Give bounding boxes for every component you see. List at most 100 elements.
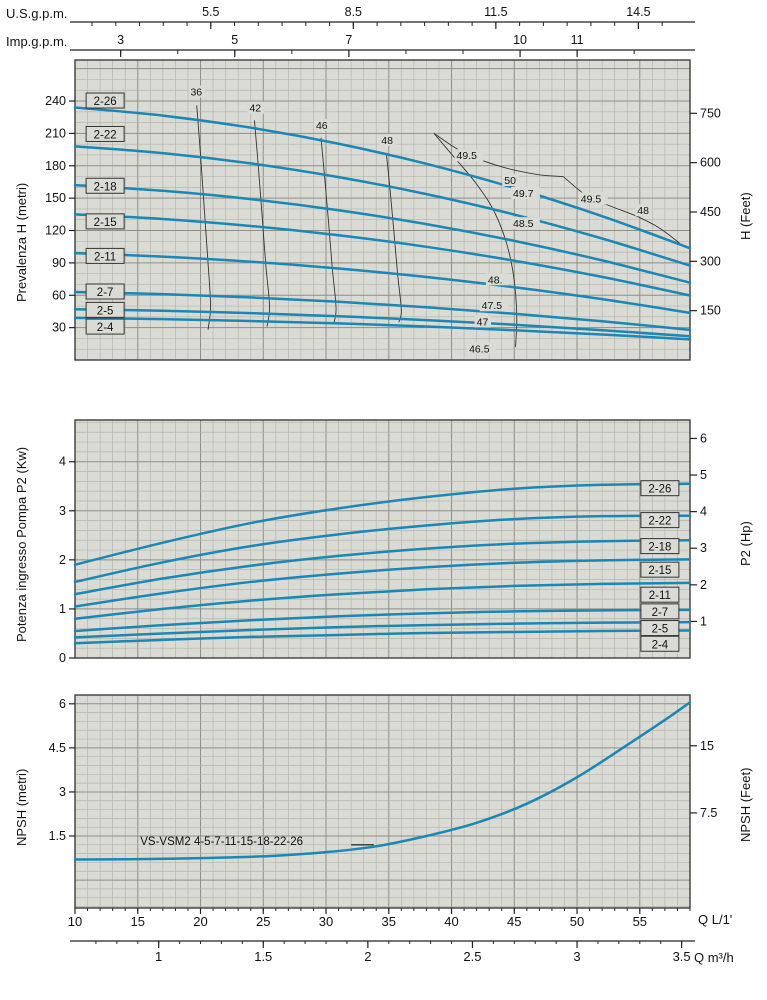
series-label-box <box>640 635 680 652</box>
tick-label: 10 <box>513 33 527 47</box>
tick-label: 30 <box>319 914 333 929</box>
series-label-box <box>640 603 680 620</box>
tick-label: 4.5 <box>49 741 66 755</box>
tick-label: 750 <box>700 106 721 120</box>
curve-2-15 <box>73 213 692 297</box>
tick-label: 6 <box>59 697 66 711</box>
efficiency-line <box>433 133 564 177</box>
power-chart: 0 1 2 3 4 1 2 3 4 5 6 2-26 2-22 2-18 2-15 2-11 2-7 2-5 2-4 <box>59 419 707 665</box>
tick-label: 4 <box>700 505 707 519</box>
series-label-box <box>640 586 680 603</box>
tick-label: 120 <box>45 224 66 238</box>
curve-2-26 <box>73 482 692 567</box>
tick-label: 35 <box>382 914 396 929</box>
series-label-2-11: 2-11 <box>649 590 671 602</box>
efficiency-label: 48.5 <box>513 218 534 230</box>
efficiency-label: 36 <box>190 87 202 99</box>
series-label-box <box>85 177 125 194</box>
tick-label: 30 <box>52 321 66 335</box>
tick-label: 3 <box>117 33 124 47</box>
tick-label: 25 <box>256 914 270 929</box>
series-label-2-22: 2-22 <box>94 129 117 141</box>
series-label-box <box>85 125 125 142</box>
curve-2-22 <box>73 514 692 584</box>
tick-label: 3 <box>573 949 580 964</box>
power-hp-axis-title: P2 (Hp) <box>738 521 753 566</box>
head-plot-border <box>74 59 691 361</box>
curve-2-5 <box>73 620 692 639</box>
head-feet-axis-title: H (Feet) <box>738 192 753 240</box>
curve-2-7 <box>73 290 692 332</box>
tick-label: 600 <box>700 156 721 170</box>
tick-label: 8.5 <box>345 5 362 19</box>
tick-label: 1 <box>700 614 707 628</box>
series-label-2-26: 2-26 <box>94 96 117 108</box>
tick-label: 90 <box>52 256 66 270</box>
head-y-axis-title: Prevalenza H (metri) <box>14 182 29 302</box>
curve-2-11 <box>73 581 692 620</box>
series-label-2-11: 2-11 <box>94 251 116 263</box>
series-label-box <box>85 247 125 264</box>
series-label-2-18: 2-18 <box>648 542 671 554</box>
tick-label: 3 <box>700 541 707 555</box>
efficiency-label: 46.5 <box>469 343 490 355</box>
curve-2-18 <box>73 538 692 596</box>
efficiency-label: 42 <box>249 103 261 115</box>
tick-label: 1 <box>59 602 66 616</box>
curve-2-15 <box>73 558 692 608</box>
efficiency-label: 49.7 <box>513 188 534 200</box>
series-label-2-15: 2-15 <box>648 565 671 577</box>
efficiency-label: 48. <box>488 274 503 286</box>
tick-label: 450 <box>700 205 721 219</box>
q-m3h-axis-title: Q m³/h <box>694 950 734 965</box>
tick-label: 40 <box>444 914 458 929</box>
us-gpm-axis-title: U.S.g.p.m. <box>6 6 68 21</box>
curve-2-7 <box>73 608 692 633</box>
tick-label: 4 <box>59 455 66 469</box>
series-label-2-7: 2-7 <box>652 607 669 619</box>
tick-label: 2 <box>700 578 707 592</box>
tick-label: 240 <box>45 94 66 108</box>
tick-label: 50 <box>570 914 584 929</box>
efficiency-label: 49.5 <box>457 150 478 162</box>
series-label-2-5: 2-5 <box>97 305 114 317</box>
tick-label: 150 <box>700 304 721 318</box>
efficiency-label: 48 <box>381 135 393 147</box>
series-label-2-5: 2-5 <box>652 624 669 636</box>
tick-label: 15 <box>700 739 714 753</box>
tick-label: 300 <box>700 254 721 268</box>
tick-label: 11 <box>571 33 584 47</box>
head-plot-area <box>75 60 690 360</box>
efficiency-label: 48 <box>637 205 649 217</box>
series-label-2-4: 2-4 <box>97 322 114 334</box>
series-label-box <box>640 620 680 637</box>
tick-label: 60 <box>52 288 66 302</box>
tick-label: 2 <box>364 949 371 964</box>
tick-label: 45 <box>507 914 521 929</box>
tick-label: 14.5 <box>626 5 650 19</box>
tick-label: 3 <box>59 504 66 518</box>
series-label-box <box>640 561 680 578</box>
curve-2-26 <box>73 106 692 250</box>
efficiency-label: 47.5 <box>482 300 503 312</box>
tick-label: 10 <box>68 914 82 929</box>
series-label-box <box>85 92 125 109</box>
series-label-box <box>85 318 125 335</box>
tick-label: 5 <box>700 468 707 482</box>
efficiency-line <box>196 105 212 330</box>
series-label-2-4: 2-4 <box>652 639 669 651</box>
curve-2-18 <box>73 183 692 284</box>
q-lmin-axis: 10 15 20 25 30 35 40 45 50 55 <box>68 908 691 929</box>
series-label-box <box>85 301 125 318</box>
power-y-axis-title: Potenza ingresso Pompa P2 (Kw) <box>14 446 29 642</box>
tick-label: 5.5 <box>202 5 219 19</box>
tick-label: 3.5 <box>673 949 691 964</box>
curve-2-11 <box>73 251 692 315</box>
tick-label: 2.5 <box>463 949 481 964</box>
tick-label: 6 <box>700 431 707 445</box>
tick-label: 210 <box>45 126 66 140</box>
tick-label: 7.5 <box>700 806 717 820</box>
series-label-box <box>85 213 125 230</box>
